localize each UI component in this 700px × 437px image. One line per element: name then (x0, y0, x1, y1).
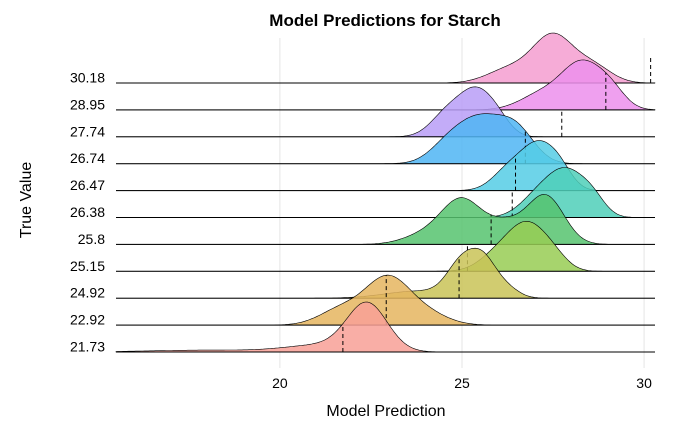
y-tick-label: 25.15 (70, 258, 105, 274)
x-tick-label: 30 (636, 375, 652, 391)
ridge-26.74 (116, 113, 655, 165)
ridges (115, 32, 656, 353)
density-25.15 (116, 221, 655, 272)
x-axis-title: Model Prediction (326, 403, 445, 420)
y-tick-labels: 30.18 28.95 27.74 26.74 26.47 26.38 25.8 25.15 2… (70, 70, 105, 355)
ridge-21.73 (115, 301, 655, 353)
ridge-27.74 (116, 86, 655, 138)
y-tick-label: 22.92 (70, 312, 105, 328)
x-tick-labels: 20 25 30 (272, 375, 652, 391)
y-axis-title: True Value (18, 162, 35, 239)
y-tick-label: 30.18 (70, 70, 105, 86)
ridge-28.95 (116, 59, 656, 111)
y-tick-label: 26.74 (70, 150, 105, 166)
y-tick-label: 28.95 (70, 96, 105, 112)
chart-title: Model Predictions for Starch (269, 11, 500, 30)
ridge-22.92 (116, 274, 655, 326)
density-26.74 (116, 113, 655, 164)
ridge-25.15 (116, 221, 655, 272)
density-28.95 (116, 59, 656, 111)
ridge-26.38 (116, 167, 655, 218)
y-tick-label: 26.47 (70, 177, 105, 193)
x-tick-label: 20 (272, 375, 288, 391)
y-tick-label: 27.74 (70, 123, 105, 139)
x-tick-label: 25 (454, 375, 470, 391)
y-tick-label: 25.8 (78, 231, 105, 247)
y-tick-label: 26.38 (70, 204, 105, 220)
y-tick-label: 21.73 (70, 339, 105, 355)
y-tick-label: 24.92 (70, 285, 105, 301)
density-26.38 (116, 167, 655, 218)
density-22.92 (116, 274, 655, 326)
